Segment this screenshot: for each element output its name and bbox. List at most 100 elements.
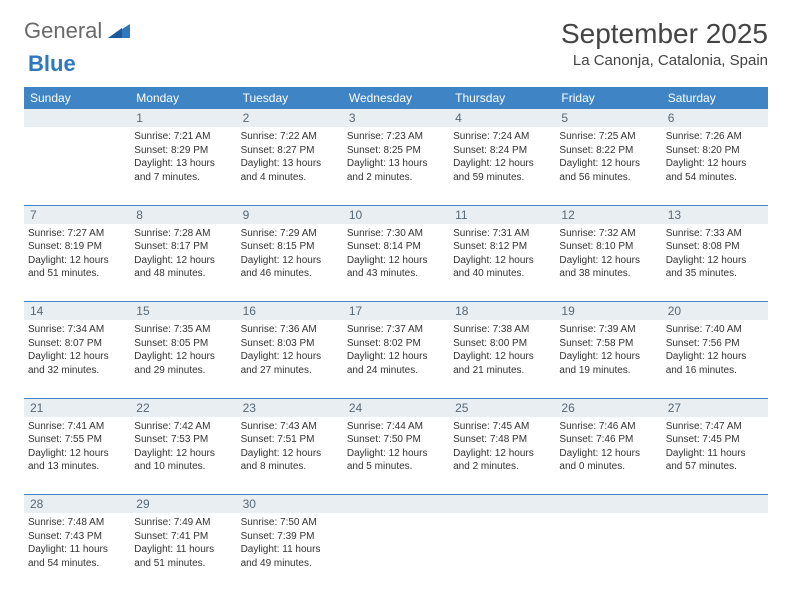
day-cell bbox=[24, 127, 130, 205]
day-number: 13 bbox=[662, 205, 768, 224]
daynum-row: 0123456 bbox=[24, 109, 768, 127]
day-cell: Sunrise: 7:22 AMSunset: 8:27 PMDaylight:… bbox=[237, 127, 343, 205]
day-cell: Sunrise: 7:26 AMSunset: 8:20 PMDaylight:… bbox=[662, 127, 768, 205]
day-header: Monday bbox=[130, 87, 236, 109]
day-details: Sunrise: 7:47 AMSunset: 7:45 PMDaylight:… bbox=[666, 420, 764, 474]
day-details: Sunrise: 7:32 AMSunset: 8:10 PMDaylight:… bbox=[559, 227, 657, 281]
day-number: 5 bbox=[555, 109, 661, 127]
day-cell: Sunrise: 7:42 AMSunset: 7:53 PMDaylight:… bbox=[130, 417, 236, 495]
day-cell bbox=[343, 513, 449, 591]
day-number: 21 bbox=[24, 398, 130, 417]
day-cell: Sunrise: 7:45 AMSunset: 7:48 PMDaylight:… bbox=[449, 417, 555, 495]
day-cell bbox=[662, 513, 768, 591]
day-details: Sunrise: 7:24 AMSunset: 8:24 PMDaylight:… bbox=[453, 130, 551, 184]
day-cell: Sunrise: 7:47 AMSunset: 7:45 PMDaylight:… bbox=[662, 417, 768, 495]
day-details: Sunrise: 7:49 AMSunset: 7:41 PMDaylight:… bbox=[134, 516, 232, 570]
daynum-row: 14151617181920 bbox=[24, 302, 768, 321]
logo: General bbox=[24, 18, 132, 44]
day-details: Sunrise: 7:22 AMSunset: 8:27 PMDaylight:… bbox=[241, 130, 339, 184]
title-block: September 2025 La Canonja, Catalonia, Sp… bbox=[561, 18, 768, 69]
day-number: 0 bbox=[662, 495, 768, 514]
day-cell: Sunrise: 7:27 AMSunset: 8:19 PMDaylight:… bbox=[24, 224, 130, 302]
day-number: 17 bbox=[343, 302, 449, 321]
day-number: 26 bbox=[555, 398, 661, 417]
day-details: Sunrise: 7:43 AMSunset: 7:51 PMDaylight:… bbox=[241, 420, 339, 474]
day-number: 22 bbox=[130, 398, 236, 417]
day-number: 19 bbox=[555, 302, 661, 321]
day-cell: Sunrise: 7:39 AMSunset: 7:58 PMDaylight:… bbox=[555, 320, 661, 398]
day-cell: Sunrise: 7:31 AMSunset: 8:12 PMDaylight:… bbox=[449, 224, 555, 302]
day-number: 1 bbox=[130, 109, 236, 127]
day-cell: Sunrise: 7:41 AMSunset: 7:55 PMDaylight:… bbox=[24, 417, 130, 495]
day-number: 28 bbox=[24, 495, 130, 514]
day-number: 0 bbox=[24, 109, 130, 127]
calendar-body: 0123456 Sunrise: 7:21 AMSunset: 8:29 PMDa… bbox=[24, 109, 768, 591]
day-details: Sunrise: 7:45 AMSunset: 7:48 PMDaylight:… bbox=[453, 420, 551, 474]
day-number: 27 bbox=[662, 398, 768, 417]
day-details: Sunrise: 7:42 AMSunset: 7:53 PMDaylight:… bbox=[134, 420, 232, 474]
day-number: 7 bbox=[24, 205, 130, 224]
day-header: Saturday bbox=[662, 87, 768, 109]
day-cell: Sunrise: 7:44 AMSunset: 7:50 PMDaylight:… bbox=[343, 417, 449, 495]
day-cell: Sunrise: 7:43 AMSunset: 7:51 PMDaylight:… bbox=[237, 417, 343, 495]
day-header: Friday bbox=[555, 87, 661, 109]
day-header: Wednesday bbox=[343, 87, 449, 109]
day-cell: Sunrise: 7:24 AMSunset: 8:24 PMDaylight:… bbox=[449, 127, 555, 205]
day-details: Sunrise: 7:21 AMSunset: 8:29 PMDaylight:… bbox=[134, 130, 232, 184]
day-number: 18 bbox=[449, 302, 555, 321]
content-row: Sunrise: 7:34 AMSunset: 8:07 PMDaylight:… bbox=[24, 320, 768, 398]
day-number: 20 bbox=[662, 302, 768, 321]
day-cell: Sunrise: 7:37 AMSunset: 8:02 PMDaylight:… bbox=[343, 320, 449, 398]
day-cell: Sunrise: 7:48 AMSunset: 7:43 PMDaylight:… bbox=[24, 513, 130, 591]
day-details: Sunrise: 7:50 AMSunset: 7:39 PMDaylight:… bbox=[241, 516, 339, 570]
day-details: Sunrise: 7:30 AMSunset: 8:14 PMDaylight:… bbox=[347, 227, 445, 281]
day-details: Sunrise: 7:48 AMSunset: 7:43 PMDaylight:… bbox=[28, 516, 126, 570]
day-cell: Sunrise: 7:38 AMSunset: 8:00 PMDaylight:… bbox=[449, 320, 555, 398]
day-number: 3 bbox=[343, 109, 449, 127]
day-details: Sunrise: 7:23 AMSunset: 8:25 PMDaylight:… bbox=[347, 130, 445, 184]
calendar-header: SundayMondayTuesdayWednesdayThursdayFrid… bbox=[24, 87, 768, 109]
day-details: Sunrise: 7:41 AMSunset: 7:55 PMDaylight:… bbox=[28, 420, 126, 474]
day-details: Sunrise: 7:34 AMSunset: 8:07 PMDaylight:… bbox=[28, 323, 126, 377]
day-number: 0 bbox=[555, 495, 661, 514]
day-number: 16 bbox=[237, 302, 343, 321]
day-cell bbox=[449, 513, 555, 591]
day-cell: Sunrise: 7:49 AMSunset: 7:41 PMDaylight:… bbox=[130, 513, 236, 591]
day-number: 0 bbox=[343, 495, 449, 514]
daynum-row: 21222324252627 bbox=[24, 398, 768, 417]
day-number: 30 bbox=[237, 495, 343, 514]
content-row: Sunrise: 7:48 AMSunset: 7:43 PMDaylight:… bbox=[24, 513, 768, 591]
content-row: Sunrise: 7:27 AMSunset: 8:19 PMDaylight:… bbox=[24, 224, 768, 302]
content-row: Sunrise: 7:21 AMSunset: 8:29 PMDaylight:… bbox=[24, 127, 768, 205]
day-cell: Sunrise: 7:34 AMSunset: 8:07 PMDaylight:… bbox=[24, 320, 130, 398]
day-cell: Sunrise: 7:46 AMSunset: 7:46 PMDaylight:… bbox=[555, 417, 661, 495]
day-details: Sunrise: 7:38 AMSunset: 8:00 PMDaylight:… bbox=[453, 323, 551, 377]
day-number: 6 bbox=[662, 109, 768, 127]
day-details: Sunrise: 7:33 AMSunset: 8:08 PMDaylight:… bbox=[666, 227, 764, 281]
day-cell: Sunrise: 7:36 AMSunset: 8:03 PMDaylight:… bbox=[237, 320, 343, 398]
day-header: Tuesday bbox=[237, 87, 343, 109]
day-cell: Sunrise: 7:21 AMSunset: 8:29 PMDaylight:… bbox=[130, 127, 236, 205]
day-cell: Sunrise: 7:23 AMSunset: 8:25 PMDaylight:… bbox=[343, 127, 449, 205]
day-number: 12 bbox=[555, 205, 661, 224]
day-cell: Sunrise: 7:32 AMSunset: 8:10 PMDaylight:… bbox=[555, 224, 661, 302]
day-cell: Sunrise: 7:25 AMSunset: 8:22 PMDaylight:… bbox=[555, 127, 661, 205]
day-cell: Sunrise: 7:28 AMSunset: 8:17 PMDaylight:… bbox=[130, 224, 236, 302]
day-number: 11 bbox=[449, 205, 555, 224]
day-number: 25 bbox=[449, 398, 555, 417]
day-details: Sunrise: 7:31 AMSunset: 8:12 PMDaylight:… bbox=[453, 227, 551, 281]
location-text: La Canonja, Catalonia, Spain bbox=[561, 52, 768, 69]
day-number: 9 bbox=[237, 205, 343, 224]
day-header: Thursday bbox=[449, 87, 555, 109]
day-number: 14 bbox=[24, 302, 130, 321]
day-number: 15 bbox=[130, 302, 236, 321]
day-number: 23 bbox=[237, 398, 343, 417]
day-cell: Sunrise: 7:50 AMSunset: 7:39 PMDaylight:… bbox=[237, 513, 343, 591]
day-number: 8 bbox=[130, 205, 236, 224]
day-details: Sunrise: 7:37 AMSunset: 8:02 PMDaylight:… bbox=[347, 323, 445, 377]
day-details: Sunrise: 7:35 AMSunset: 8:05 PMDaylight:… bbox=[134, 323, 232, 377]
day-cell: Sunrise: 7:29 AMSunset: 8:15 PMDaylight:… bbox=[237, 224, 343, 302]
day-details: Sunrise: 7:40 AMSunset: 7:56 PMDaylight:… bbox=[666, 323, 764, 377]
calendar-table: SundayMondayTuesdayWednesdayThursdayFrid… bbox=[24, 87, 768, 591]
day-number: 2 bbox=[237, 109, 343, 127]
